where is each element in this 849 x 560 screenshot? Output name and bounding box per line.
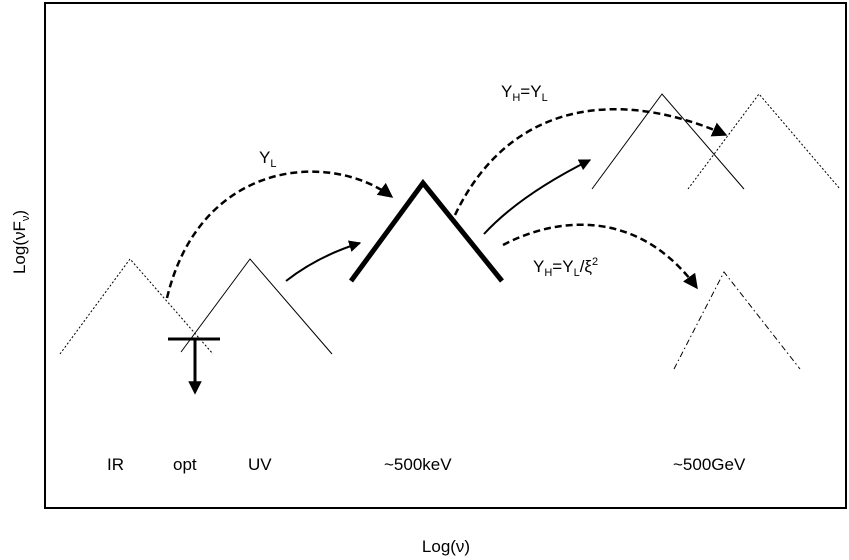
kev-peak bbox=[348, 178, 504, 283]
band-label-opt: opt bbox=[173, 455, 197, 474]
gev-peak-dashdot bbox=[673, 271, 801, 370]
arrow-kev-to-gev-dotted bbox=[453, 108, 728, 216]
band-label-gev: ~500GeV bbox=[673, 455, 746, 474]
arrow-kev-to-gev bbox=[483, 159, 592, 235]
plot-frame bbox=[44, 2, 847, 509]
arrow-kev-to-gev-dashdot bbox=[502, 223, 699, 290]
band-label-uv: UV bbox=[248, 455, 272, 474]
band-label-ir: IR bbox=[107, 455, 124, 474]
annotation-yl: YL bbox=[259, 148, 276, 170]
y-axis-label: Log(νFν) bbox=[10, 210, 32, 274]
annotation-yh-eq-yl: YH=YL bbox=[501, 82, 548, 104]
arrow-uv-to-kev bbox=[285, 240, 362, 282]
x-axis-label: Log(ν) bbox=[422, 537, 470, 556]
gev-peak-dotted bbox=[687, 93, 841, 190]
arrow-ir-to-kev bbox=[165, 170, 394, 299]
uv-peak bbox=[180, 258, 333, 355]
annotation-yh-xi: YH=YL/ξ2 bbox=[533, 256, 598, 279]
band-label-kev: ~500keV bbox=[384, 455, 452, 474]
gev-peak-solid bbox=[591, 93, 745, 190]
